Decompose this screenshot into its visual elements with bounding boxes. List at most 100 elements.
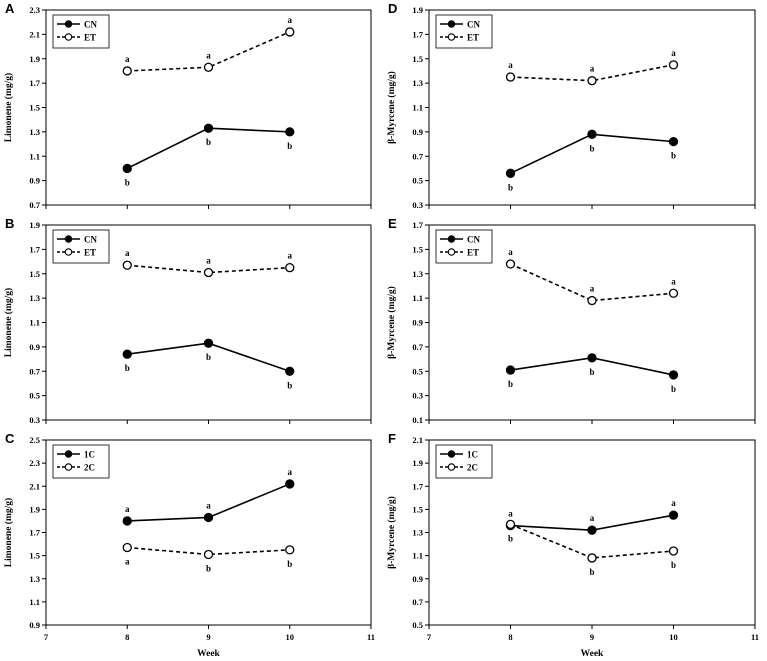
y-axis-title: Limonene (mg/g) <box>3 498 14 567</box>
data-point-CN <box>285 127 295 137</box>
data-point-2C <box>505 519 516 530</box>
significance-letter: b <box>508 533 513 543</box>
y-tick-label: 0.7 <box>29 366 40 376</box>
panel-label-E: E <box>388 216 397 231</box>
data-point-CN <box>122 163 132 174</box>
legend-marker <box>64 33 73 41</box>
data-point-2C <box>668 546 679 556</box>
significance-letter: a <box>206 50 211 60</box>
legend-marker <box>447 248 456 256</box>
significance-letter: a <box>288 251 293 261</box>
data-point-CN <box>203 123 214 133</box>
y-tick-label: 2.1 <box>412 435 423 445</box>
y-tick-label: 1.3 <box>412 528 423 538</box>
y-tick-label: 1.3 <box>412 269 423 279</box>
y-tick-label: 1.7 <box>412 29 423 39</box>
data-point-ET <box>285 263 295 273</box>
data-point-ET <box>285 27 295 37</box>
y-tick-label: 2.1 <box>29 29 40 39</box>
data-point-CN <box>587 129 597 139</box>
legend-box <box>435 444 493 479</box>
x-tick-label: 10 <box>669 632 678 642</box>
y-tick-label: 0.1 <box>412 415 423 425</box>
y-tick-label: 1.9 <box>412 458 423 468</box>
y-tick-label: 0.9 <box>29 342 40 352</box>
data-point-2C <box>122 542 132 553</box>
series-line-2C <box>127 546 290 556</box>
panel-label-B: B <box>5 216 15 231</box>
data-point-2C <box>203 549 214 560</box>
series-line-ET <box>510 64 674 82</box>
legend-label: CN <box>467 20 480 30</box>
series-line-2C <box>510 523 674 559</box>
data-point-2C <box>587 553 597 563</box>
y-tick-label: 1.1 <box>412 551 423 561</box>
significance-letter: b <box>206 137 211 147</box>
data-point-ET <box>505 259 516 269</box>
y-tick-label: 1.5 <box>412 54 423 64</box>
data-point-1C <box>122 516 132 526</box>
panel-C: C 0.9 1.1 1.3 1.5 1.7 1.9 2.1 2.3 2.5 7 8 9 10 11 Week… <box>0 430 383 661</box>
data-point-ET <box>203 62 214 72</box>
y-tick-label: 1.7 <box>412 220 423 230</box>
legend-label: 2C <box>84 463 95 473</box>
legend-marker <box>447 463 456 471</box>
y-tick-label: 1.9 <box>29 504 40 514</box>
y-tick-label: 0.5 <box>29 391 40 401</box>
x-tick-label: 8 <box>508 632 512 642</box>
significance-letter: a <box>508 60 513 70</box>
legend-marker <box>447 235 456 243</box>
y-tick-label: 1.1 <box>29 318 40 328</box>
legend-marker <box>64 235 73 243</box>
y-tick-label: 2.3 <box>29 458 40 468</box>
panel-E: E 0.1 0.3 0.5 0.7 0.9 1.1 1.3 1.5 1.7 β-Myrcene (… <box>383 215 767 430</box>
legend-label: 1C <box>84 450 95 460</box>
y-tick-label: 0.9 <box>29 620 40 630</box>
legend-marker <box>447 20 456 28</box>
data-point-ET <box>122 66 132 76</box>
legend-label: CN <box>467 235 480 245</box>
y-axis-title: β-Myrcene (mg/g) <box>386 496 397 569</box>
panel-B: B 0.3 0.5 0.7 0.9 1.1 1.3 1.5 1.7 1.9 Limonene (m… <box>0 215 383 430</box>
data-point-CN <box>285 366 295 376</box>
legend-marker <box>64 20 73 28</box>
significance-letter: a <box>206 256 211 266</box>
y-tick-label: 1.9 <box>29 54 40 64</box>
y-tick-label: 1.3 <box>29 293 40 303</box>
y-tick-label: 1.1 <box>29 151 40 161</box>
y-tick-label: 0.9 <box>412 318 423 328</box>
significance-letter: a <box>671 276 676 286</box>
y-axis-title: β-Myrcene (mg/g) <box>386 286 397 359</box>
panel-label-F: F <box>388 431 396 446</box>
data-point-1C <box>203 512 214 523</box>
legend-label: ET <box>467 33 479 43</box>
x-tick-label: 10 <box>286 632 295 642</box>
data-point-2C <box>285 545 295 555</box>
legend-label: ET <box>84 248 96 258</box>
y-tick-label: 1.7 <box>29 244 40 254</box>
y-tick-label: 0.7 <box>412 342 423 352</box>
data-point-CN <box>203 338 214 348</box>
y-tick-label: 1.7 <box>29 528 40 538</box>
chart-E: 0.1 0.3 0.5 0.7 0.9 1.1 1.3 1.5 1.7 β-Myrcene (mg… <box>386 220 756 425</box>
x-tick-label: 7 <box>44 632 49 642</box>
y-tick-label: 0.7 <box>29 200 40 210</box>
chart-F: 0.5 0.7 0.9 1.1 1.3 1.5 1.7 1.9 2.1 7 8 9 10 11 Week β-… <box>386 435 759 659</box>
data-point-ET <box>668 288 679 298</box>
significance-letter: a <box>671 48 676 58</box>
data-point-ET <box>203 267 214 278</box>
x-axis-title: Week <box>581 649 604 659</box>
significance-letter: b <box>206 563 211 573</box>
x-tick-label: 9 <box>206 632 210 642</box>
significance-letter: a <box>288 15 293 25</box>
data-point-ET <box>505 72 516 82</box>
series-line-ET <box>127 264 290 274</box>
data-point-CN <box>122 349 132 359</box>
y-tick-label: 0.3 <box>29 415 40 425</box>
legend-marker <box>447 450 456 458</box>
y-tick-label: 0.7 <box>412 597 423 607</box>
y-tick-label: 2.1 <box>29 481 40 491</box>
panel-label-C: C <box>5 431 15 446</box>
